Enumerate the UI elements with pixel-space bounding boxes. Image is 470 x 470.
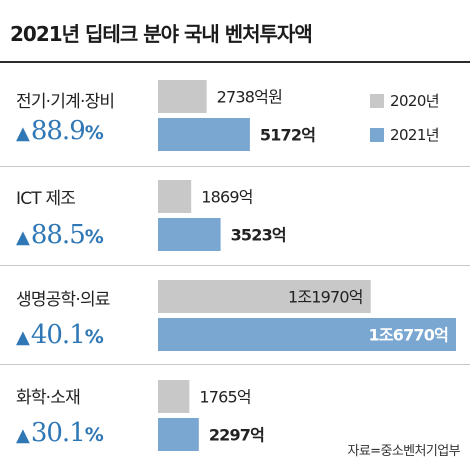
bar-2021 [158,218,221,251]
data-label: 2297억 [209,426,264,445]
data-label: 1869억 [201,188,252,207]
category-label: 생명공학·의료 [16,290,110,310]
section-divider [0,166,470,167]
data-label: 3523억 [231,226,286,245]
chart-title: 2021년 딥테크 분야 국내 벤처투자액 [10,22,313,46]
bar-2021 [158,418,199,451]
title-divider [0,61,470,63]
growth-value: 40.1 [30,320,86,350]
legend-2020: 2020년 [370,90,440,111]
legend-label: 2021년 [390,126,440,144]
growth-rate: ▲88.5% [16,220,104,250]
growth-unit: % [84,122,104,144]
legend-swatch [370,93,384,108]
bar-2020 [158,80,207,113]
growth-unit: % [84,424,104,446]
growth-rate: ▲88.9% [16,116,104,146]
category-label: 화학·소재 [16,388,81,408]
bar-2020 [158,380,190,413]
up-triangle-icon: ▲ [16,123,30,144]
legend-label: 2020년 [390,92,440,110]
growth-unit: % [84,226,104,248]
section-divider [0,265,470,266]
bar-2020 [158,280,371,313]
growth-value: 30.1 [30,418,86,448]
legend-2021: 2021년 [370,124,440,145]
data-label: 1조1970억 [288,288,363,307]
growth-rate: ▲30.1% [16,418,104,448]
section-divider [0,364,470,365]
data-label: 1조6770억 [368,326,448,345]
source-note: 자료=중소벤처기업부 [347,444,460,459]
bar-2020 [158,180,192,213]
bar-2021 [158,318,456,351]
up-triangle-icon: ▲ [16,327,30,348]
data-label: 2738억원 [217,88,282,107]
category-label: ICT 제조 [16,189,76,209]
data-label: 5172억 [260,126,315,145]
growth-value: 88.5 [30,220,86,250]
data-label: 1765억 [199,388,250,407]
up-triangle-icon: ▲ [16,425,30,446]
growth-value: 88.9 [30,116,86,146]
legend-swatch [370,127,384,142]
growth-unit: % [84,326,104,348]
up-triangle-icon: ▲ [16,227,30,248]
category-label: 전기·기계·장비 [16,92,115,112]
bar-2021 [158,118,250,151]
growth-rate: ▲40.1% [16,320,104,350]
